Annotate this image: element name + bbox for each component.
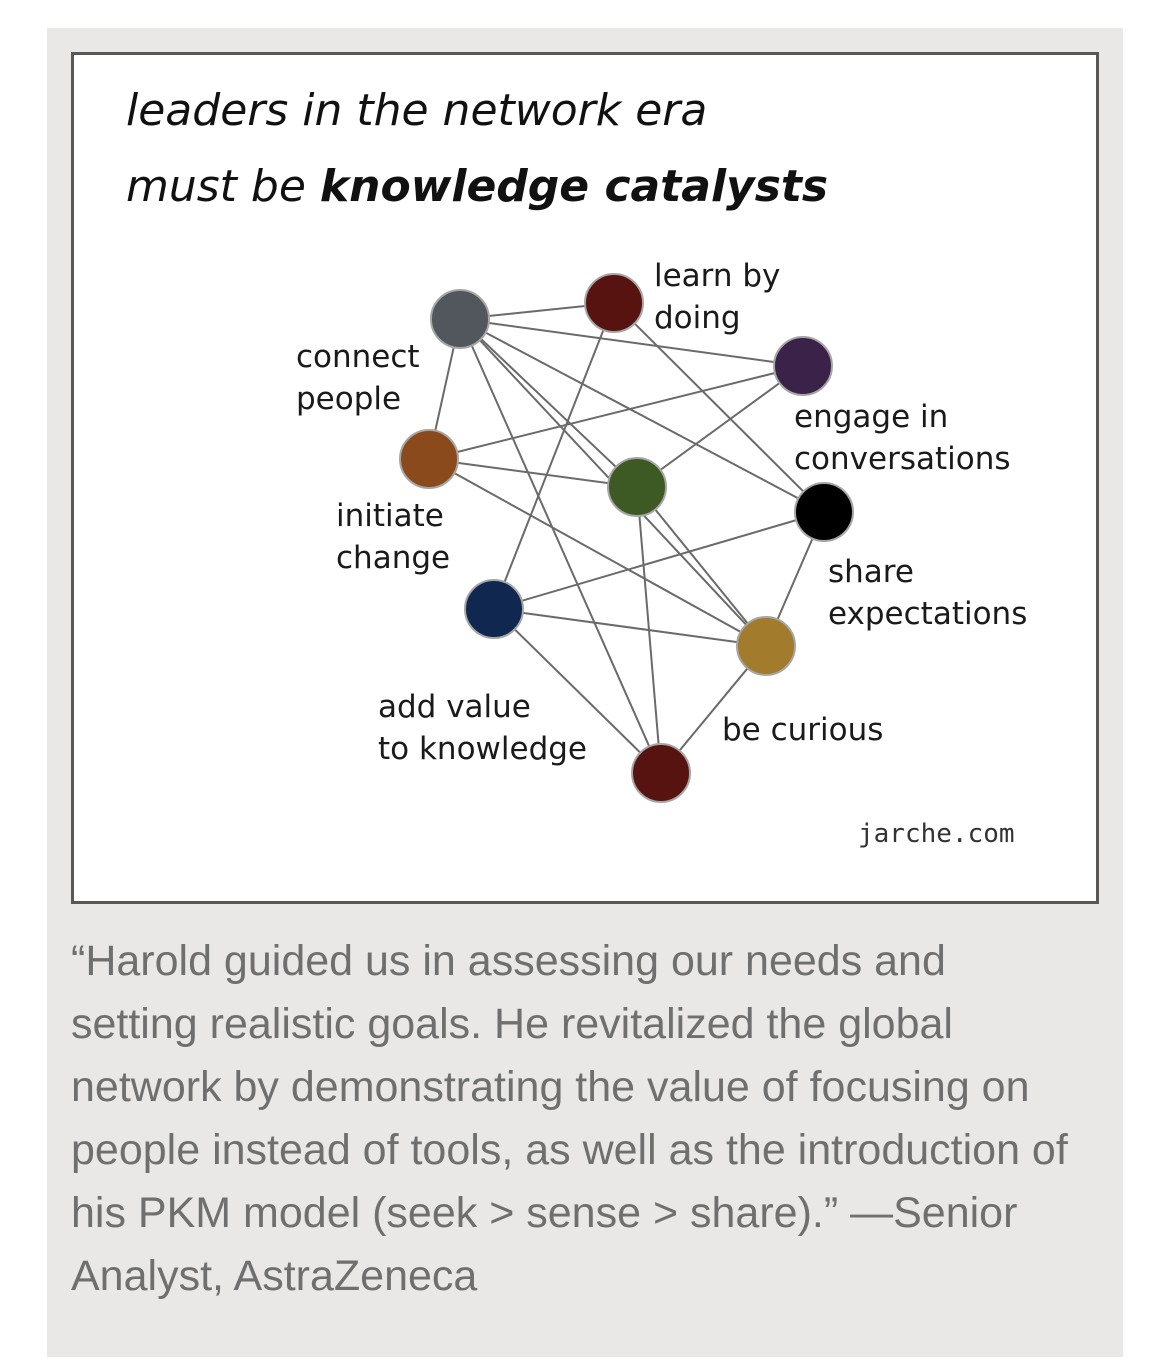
edge	[636, 486, 767, 647]
edge	[459, 318, 804, 367]
edge	[459, 318, 662, 774]
network-diagram	[399, 273, 854, 803]
title-line-2-bold: knowledge catalysts	[319, 161, 829, 212]
label-initiate-change: initiate change	[336, 498, 451, 576]
edge	[428, 458, 767, 647]
label-add-value-to-knowledge: add value to knowledge	[378, 689, 588, 767]
node-initiate-change	[399, 429, 459, 489]
knowledge-catalysts-figure: leaders in the network era must be knowl…	[71, 52, 1099, 904]
edge	[613, 302, 825, 513]
network-nodes	[399, 273, 854, 803]
credit-jarche: jarche.com	[858, 819, 1015, 849]
edge	[493, 511, 825, 610]
edge	[459, 318, 638, 488]
edge	[636, 365, 804, 488]
edge	[428, 458, 638, 488]
edge	[459, 318, 825, 513]
node-add-value	[464, 579, 524, 639]
edge	[493, 302, 615, 610]
node-bottom	[631, 743, 691, 803]
label-share-expectations: share expectations	[828, 554, 1028, 632]
testimonial-card: leaders in the network era must be knowl…	[47, 28, 1123, 1357]
label-connect-people: connect people	[296, 339, 420, 417]
node-connect-people	[430, 289, 490, 349]
node-center	[607, 457, 667, 517]
edge	[493, 608, 662, 774]
node-share-expectations	[794, 482, 854, 542]
label-be-curious: be curious	[722, 712, 884, 748]
edge	[493, 608, 767, 647]
node-learn-by-doing	[584, 273, 644, 333]
node-be-curious	[736, 616, 796, 676]
figure-title: leaders in the network era must be knowl…	[126, 73, 828, 225]
edge	[428, 365, 804, 460]
title-line-2-prefix: must be	[126, 161, 320, 212]
testimonial-quote: “Harold guided us in assessing our needs…	[71, 937, 1068, 1300]
label-engage-in-conversations: engage in conversations	[794, 399, 1011, 477]
node-engage-in-conversations	[773, 336, 833, 396]
label-learn-by-doing: learn by doing	[654, 258, 781, 336]
title-line-1: leaders in the network era	[126, 85, 708, 136]
